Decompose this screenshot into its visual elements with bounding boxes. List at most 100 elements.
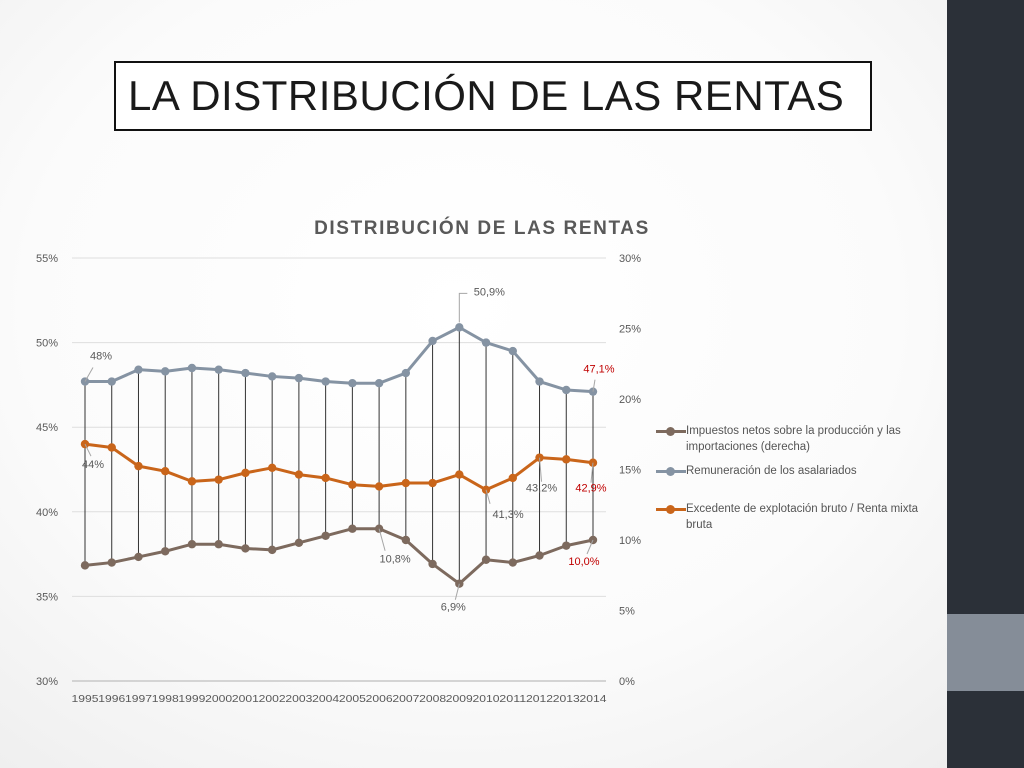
label-leader-line [458, 292, 468, 323]
x-tick-label: 2008 [419, 693, 446, 705]
data-point [428, 559, 437, 569]
gridlines [72, 257, 606, 682]
data-point [134, 365, 143, 374]
x-tick-label: 2001 [232, 693, 259, 705]
data-point [508, 346, 517, 356]
data-point [241, 468, 250, 478]
legend-entry: Remuneración de los asalariados [656, 463, 928, 479]
data-point [321, 473, 330, 483]
x-tick-label: 2012 [526, 693, 553, 705]
data-label: 44% [82, 459, 104, 471]
legend-label: Remuneración de los asalariados [686, 465, 857, 477]
data-point [214, 475, 223, 484]
data-label: 47,1% [583, 364, 614, 376]
data-point [214, 365, 223, 374]
x-tick-label: 1998 [152, 693, 179, 705]
x-tick-label: 2006 [366, 693, 393, 705]
side-accent-block [947, 614, 1024, 691]
data-labels: 48% 44% 50,9% 47,1% 41,3% 43,2% 42,9% 10,8% 6,9%… [82, 286, 615, 613]
legend-swatch [656, 501, 686, 515]
data-point [187, 363, 197, 373]
legend-entry: Excedente de explotación bruto / Renta m… [656, 501, 928, 533]
data-point [348, 379, 357, 388]
high-low-lines [84, 327, 594, 584]
data-point [241, 544, 250, 553]
right-tick-label: 30% [619, 253, 641, 265]
data-point [401, 368, 411, 378]
right-tick-label: 25% [619, 324, 641, 336]
left-tick-label: 30% [36, 676, 58, 688]
data-point [134, 552, 143, 562]
x-tick-label: 2005 [339, 693, 366, 705]
data-label: 10,8% [380, 554, 411, 566]
data-label: 42,9% [575, 483, 606, 495]
data-point [321, 531, 330, 540]
data-point [508, 558, 517, 567]
label-leader-line [592, 379, 596, 392]
x-tick-label: 2009 [446, 693, 473, 705]
label-leader-line [84, 367, 94, 382]
data-point [187, 477, 197, 486]
right-tick-label: 5% [619, 606, 635, 618]
slide-title-box: LA DISTRIBUCIÓN DE LAS RENTAS [114, 61, 872, 131]
series-line-1 [85, 325, 594, 394]
left-tick-label: 35% [36, 591, 58, 603]
data-point [401, 478, 411, 488]
label-leader-line [539, 457, 543, 482]
data-label: 48% [90, 351, 112, 363]
chart-title: DISTRIBUCIÓN DE LAS RENTAS [314, 217, 650, 239]
right-tick-label: 0% [619, 676, 635, 688]
series-lines [80, 323, 598, 588]
data-label: 43,2% [526, 483, 557, 495]
data-label: 6,9% [441, 602, 466, 614]
data-point [374, 524, 384, 533]
data-point [267, 463, 277, 473]
x-tick-label: 2004 [312, 693, 339, 705]
label-leader-line [485, 489, 491, 504]
x-tick-label: 2010 [473, 693, 500, 705]
data-point [294, 373, 304, 383]
legend-label: Impuestos netos sobre la producción y la… [686, 425, 901, 453]
data-point [508, 473, 517, 483]
label-leader-line [378, 528, 386, 551]
right-tick-label: 15% [619, 465, 641, 477]
data-point [455, 323, 464, 332]
label-leader-line [586, 539, 594, 555]
data-point [321, 377, 330, 386]
data-point [107, 443, 116, 452]
x-tick-label: 1996 [98, 693, 125, 705]
data-point [214, 540, 223, 549]
data-point [374, 482, 384, 491]
data-point [481, 338, 491, 347]
data-label: 10,0% [568, 556, 599, 568]
label-leader-line [454, 583, 460, 600]
data-point [161, 466, 170, 476]
label-leader-line [84, 443, 92, 457]
data-point [348, 480, 357, 489]
data-point [348, 524, 357, 533]
x-tick-label: 1997 [125, 693, 152, 705]
data-label: 50,9% [474, 286, 505, 298]
legend-swatch [656, 423, 686, 437]
x-tick-label: 2003 [285, 693, 312, 705]
data-point [107, 377, 116, 386]
data-point [267, 545, 277, 555]
x-tick-label: 1995 [72, 693, 99, 705]
x-tick-label: 2014 [580, 693, 607, 705]
x-tick-label: 2011 [499, 693, 526, 705]
data-point [161, 367, 170, 376]
right-tick-label: 20% [619, 394, 641, 406]
left-tick-label: 55% [36, 253, 58, 265]
x-tick-label: 2013 [553, 693, 580, 705]
data-point [562, 541, 571, 550]
legend-swatch [656, 463, 686, 477]
data-point [535, 377, 544, 386]
data-point [562, 385, 571, 395]
data-point [107, 558, 116, 567]
data-label: 41,3% [492, 509, 523, 521]
x-tick-label: 2002 [259, 693, 286, 705]
left-tick-label: 45% [36, 422, 58, 434]
series-line-2 [84, 442, 594, 492]
legend-entry: Impuestos netos sobre la producción y la… [656, 423, 928, 455]
